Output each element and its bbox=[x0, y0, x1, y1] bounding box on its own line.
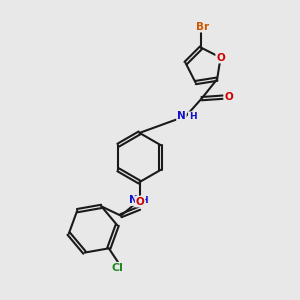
Text: H: H bbox=[189, 112, 196, 121]
Text: N: N bbox=[177, 111, 186, 121]
Text: Br: Br bbox=[196, 22, 209, 32]
Text: O: O bbox=[224, 92, 233, 102]
Text: H: H bbox=[140, 196, 148, 205]
Text: O: O bbox=[136, 196, 145, 207]
Text: N: N bbox=[128, 195, 137, 205]
Text: Cl: Cl bbox=[112, 263, 124, 273]
Text: O: O bbox=[216, 52, 225, 63]
